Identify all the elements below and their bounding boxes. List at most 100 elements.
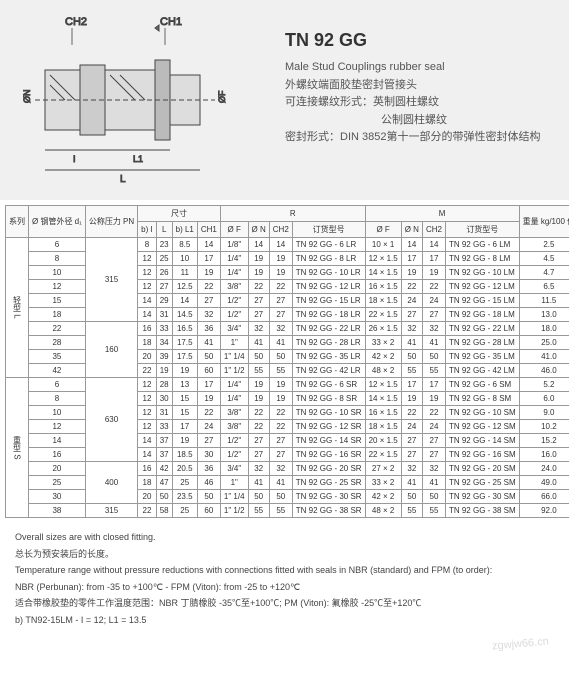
cell-wt: 2.5 [519,238,569,252]
desc-line3: 公制圆柱螺纹 [285,112,554,130]
cell-MCH2: 27 [422,434,445,448]
cell-L: 34 [156,336,172,350]
cell-RCH2: 32 [269,462,292,476]
cell-MoF: 18 × 1.5 [365,420,401,434]
cell-bL1: 11 [172,266,197,280]
cell-MoN: 27 [401,308,422,322]
table-row: 轻型 L63158238.5141/8"1414TN 92 GG - 6 LR1… [6,238,569,252]
cell-MoN: 41 [401,476,422,490]
cell-RoN: 50 [248,350,269,364]
cell-bI: 12 [138,392,157,406]
cell-MoN: 50 [401,350,422,364]
cell-Morder: TN 92 GG - 8 LM [445,252,519,266]
cell-RCH2: 41 [269,336,292,350]
cell-MoN: 22 [401,280,422,294]
cell-bI: 12 [138,378,157,392]
cell-Rorder: TN 92 GG - 20 SR [292,462,365,476]
desc-line4: 密封形式：DIN 3852第十一部分的带弹性密封体结构 [285,129,554,147]
hdr-MoN: Ø N [401,222,422,238]
cell-MoN: 19 [401,266,422,280]
cell-Morder: TN 92 GG - 30 SM [445,490,519,504]
cell-MoF: 33 × 2 [365,476,401,490]
cell-RoF: 3/8" [220,406,248,420]
cell-L: 27 [156,280,172,294]
cell-Morder: TN 92 GG - 25 SM [445,476,519,490]
spec-table-wrap: 系列 Ø 钢管外径 d₁ 公称压力 PN 尺寸 R M 重量 kg/100 件 … [0,200,569,523]
cell-CH1: 32 [197,308,220,322]
cell-MoN: 24 [401,294,422,308]
cell-pn: 315 [85,504,137,518]
hdr-RCH2: CH2 [269,222,292,238]
cell-bL1: 13 [172,378,197,392]
cell-d1: 16 [29,448,86,462]
cell-bI: 22 [138,364,157,378]
cell-wt: 9.0 [519,406,569,420]
cell-CH1: 22 [197,280,220,294]
cell-bL1: 12.5 [172,280,197,294]
cell-bI: 8 [138,238,157,252]
cell-MCH2: 55 [422,364,445,378]
hdr-L: L [156,222,172,238]
cell-CH1: 46 [197,476,220,490]
cell-RCH2: 41 [269,476,292,490]
cell-Rorder: TN 92 GG - 12 SR [292,420,365,434]
cell-MCH2: 32 [422,322,445,336]
cell-bI: 12 [138,280,157,294]
cell-wt: 18.0 [519,322,569,336]
svg-text:L1: L1 [133,154,143,164]
cell-L: 26 [156,266,172,280]
product-info: TN 92 GG Male Stud Couplings rubber seal… [265,10,554,190]
cell-Morder: TN 92 GG - 38 SM [445,504,519,518]
cell-MoF: 16 × 1.5 [365,280,401,294]
cell-L: 58 [156,504,172,518]
cell-pn: 160 [85,322,137,378]
cell-RoN: 27 [248,434,269,448]
cell-RoF: 3/4" [220,322,248,336]
cell-MoF: 26 × 1.5 [365,322,401,336]
cell-MoF: 22 × 1.5 [365,308,401,322]
cell-Rorder: TN 92 GG - 38 SR [292,504,365,518]
cell-RCH2: 19 [269,378,292,392]
cell-Morder: TN 92 GG - 42 LM [445,364,519,378]
cell-MoF: 14 × 1.5 [365,392,401,406]
cell-pn: 400 [85,462,137,504]
cell-bI: 12 [138,406,157,420]
cell-Rorder: TN 92 GG - 18 LR [292,308,365,322]
ch1-label: CH1 [160,16,182,28]
cell-bI: 18 [138,476,157,490]
cell-RCH2: 14 [269,238,292,252]
cell-wt: 11.5 [519,294,569,308]
note2: 总长为预安装后的长度。 [15,548,554,562]
cell-Rorder: TN 92 GG - 15 LR [292,294,365,308]
cell-bL1: 15 [172,406,197,420]
cell-bL1: 18.5 [172,448,197,462]
cell-d1: 6 [29,238,86,252]
cell-MoF: 10 × 1 [365,238,401,252]
cell-RCH2: 19 [269,266,292,280]
cell-RoF: 1/2" [220,294,248,308]
hdr-MCH2: CH2 [422,222,445,238]
cell-RCH2: 50 [269,490,292,504]
svg-text:I: I [73,154,76,164]
cell-Morder: TN 92 GG - 20 SM [445,462,519,476]
hdr-dim: 尺寸 [138,206,221,222]
note6: b) TN92-15LM - I = 12; L1 = 13.5 [15,614,554,628]
cell-bI: 14 [138,434,157,448]
cell-Morder: TN 92 GG - 22 LM [445,322,519,336]
cell-Rorder: TN 92 GG - 10 LR [292,266,365,280]
cell-MoN: 27 [401,448,422,462]
desc-line1: 外螺纹端面胶垫密封管接头 [285,77,554,95]
cell-RoF: 1" 1/2 [220,364,248,378]
cell-d1: 6 [29,378,86,392]
cell-bL1: 25 [172,504,197,518]
cell-bI: 22 [138,504,157,518]
cell-CH1: 27 [197,294,220,308]
cell-wt: 6.0 [519,392,569,406]
cell-MCH2: 14 [422,238,445,252]
cell-Rorder: TN 92 GG - 16 SR [292,448,365,462]
cell-L: 39 [156,350,172,364]
cell-CH1: 60 [197,504,220,518]
cell-MCH2: 27 [422,308,445,322]
cell-d1: 20 [29,462,86,476]
cell-wt: 16.0 [519,448,569,462]
